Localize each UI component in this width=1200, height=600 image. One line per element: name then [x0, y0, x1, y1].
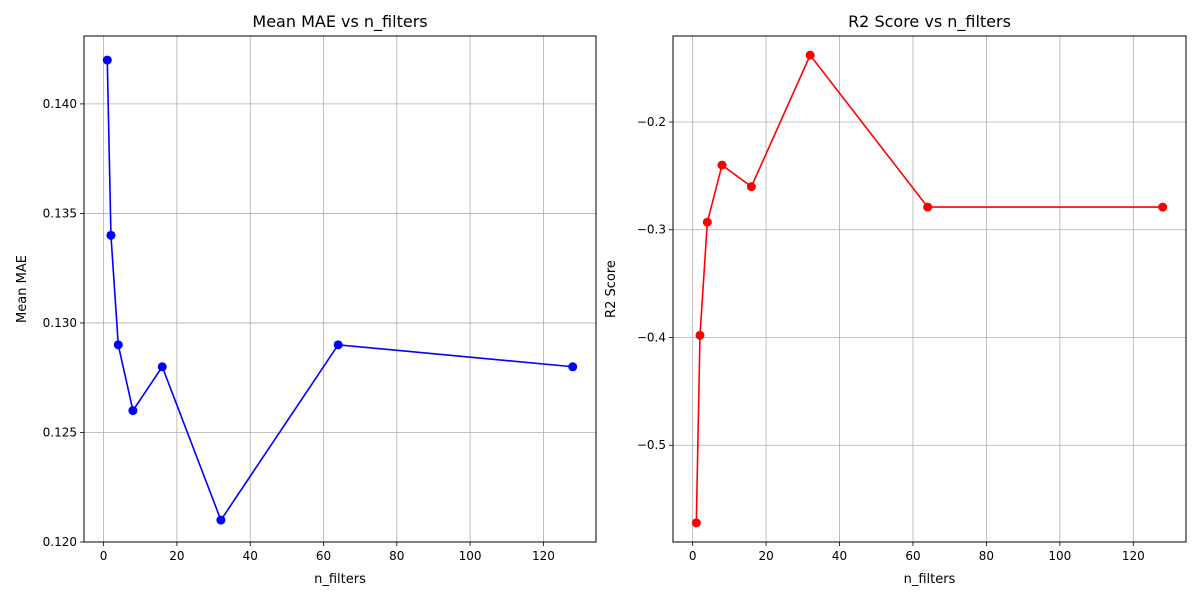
plot-frame — [672, 35, 1187, 543]
y-tick-label: −0.2 — [637, 115, 666, 129]
tick-layer: 0 20 40 60 80 100 120 0.120 0.125 0.130 0.135 0.140 — [43, 97, 555, 563]
data-point — [805, 50, 815, 60]
y-tick-label: 0.140 — [43, 97, 77, 111]
x-tick-label: 40 — [832, 549, 847, 563]
data-point — [1158, 202, 1168, 212]
y-tick-label: 0.135 — [43, 206, 77, 220]
data-point — [113, 340, 123, 350]
x-tick-label: 60 — [316, 549, 331, 563]
y-tick-label: −0.5 — [637, 438, 666, 452]
chart-mean-mae: 0 20 40 60 80 100 120 0.120 0.125 0.130 0.135 0.140… — [15, 12, 597, 587]
chart-r2-score: 0 20 40 60 80 100 120 −0.5 −0.4 −0.3 −0.2 R2 Score… — [604, 12, 1187, 587]
x-tick-label: 40 — [243, 549, 258, 563]
x-axis-label: n_filters — [314, 572, 366, 587]
chart-title: R2 Score vs n_filters — [848, 12, 1011, 32]
x-tick-label: 80 — [979, 549, 994, 563]
y-tick-label: 0.130 — [43, 316, 77, 330]
data-point — [102, 55, 112, 65]
series-layer — [102, 55, 578, 525]
data-point — [923, 202, 933, 212]
x-tick-label: 120 — [532, 549, 555, 563]
data-point — [568, 362, 578, 372]
data-point — [702, 217, 712, 227]
x-tick-label: 100 — [1048, 549, 1071, 563]
data-point — [216, 515, 226, 525]
y-tick-label: −0.4 — [637, 330, 666, 344]
x-tick-label: 60 — [905, 549, 920, 563]
x-tick-label: 0 — [689, 549, 697, 563]
grid-lines — [673, 36, 1186, 542]
data-point — [717, 160, 727, 170]
series-line — [695, 53, 1163, 523]
tick-layer: 0 20 40 60 80 100 120 −0.5 −0.4 −0.3 −0.2 — [637, 115, 1145, 563]
plot-frame — [83, 35, 597, 543]
x-axis-label: n_filters — [904, 572, 956, 587]
x-tick-label: 100 — [459, 549, 482, 563]
x-tick-label: 120 — [1122, 549, 1145, 563]
series-line — [106, 60, 573, 522]
series-layer — [691, 50, 1168, 528]
x-tick-label: 0 — [100, 549, 108, 563]
chart-title: Mean MAE vs n_filters — [252, 12, 427, 32]
data-point — [333, 340, 343, 350]
y-axis-label: Mean MAE — [15, 255, 30, 323]
data-point — [746, 182, 756, 192]
x-tick-label: 20 — [169, 549, 184, 563]
y-tick-label: 0.125 — [43, 425, 77, 439]
data-point — [157, 362, 167, 372]
data-point — [128, 406, 138, 416]
x-tick-label: 20 — [758, 549, 773, 563]
data-point — [691, 518, 701, 528]
y-axis-label: R2 Score — [604, 260, 619, 318]
y-tick-label: 0.120 — [43, 535, 77, 549]
y-tick-label: −0.3 — [637, 223, 666, 237]
data-point — [695, 330, 705, 340]
grid-lines — [84, 36, 596, 543]
x-tick-label: 80 — [389, 549, 404, 563]
data-point — [106, 230, 116, 240]
